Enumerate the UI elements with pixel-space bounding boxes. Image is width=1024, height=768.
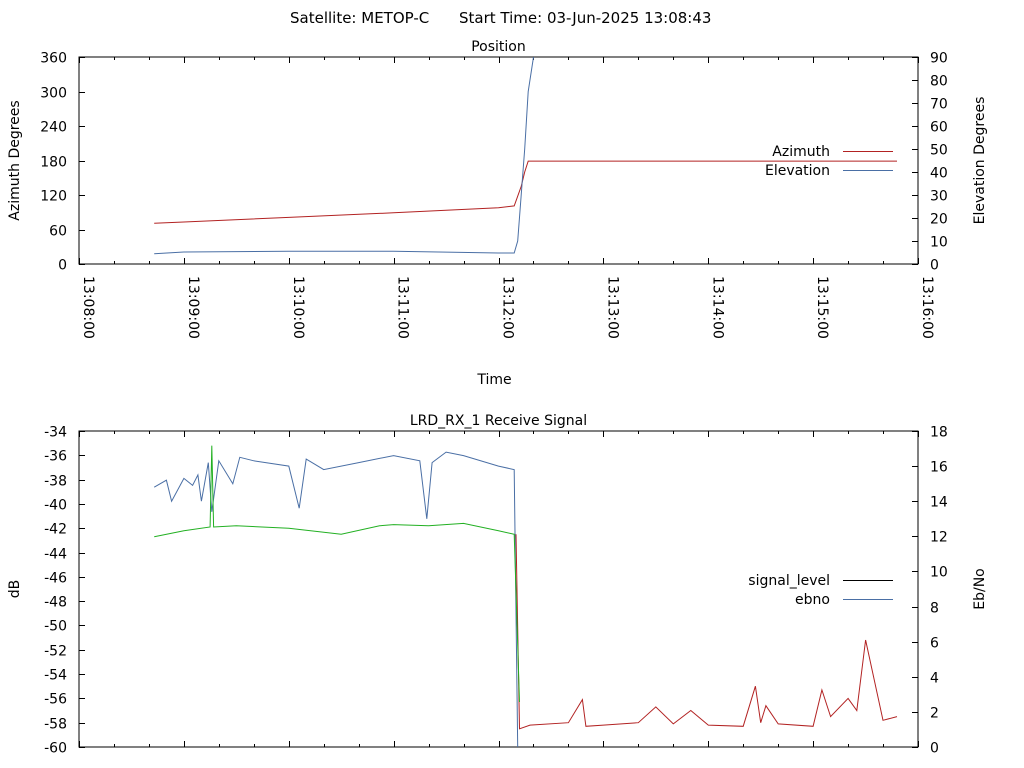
satellite-label: Satellite: METOP-C	[290, 9, 429, 27]
x-tick-label: 13:14:00	[709, 276, 725, 339]
plot-frame	[78, 430, 919, 748]
y-tick-label: 120	[40, 189, 67, 205]
y-tick-label: -36	[44, 449, 67, 465]
y2-tick-label: 60	[930, 120, 948, 136]
x-tick-label: 13:16:00	[919, 276, 935, 339]
x-tick-label: 13:08:00	[80, 276, 96, 339]
legend-label: ebno	[795, 592, 830, 608]
y-axis-label: Azimuth Degrees	[7, 100, 23, 220]
y-tick-label: 60	[49, 224, 67, 240]
legend-label: Azimuth	[772, 144, 830, 160]
y2-tick-label: 10	[930, 565, 948, 581]
y-tick-label: -44	[44, 547, 67, 563]
y-tick-label: -46	[44, 571, 67, 587]
x-tick-label: 13:11:00	[395, 276, 411, 339]
y2-tick-label: 6	[930, 636, 939, 652]
y2-tick-label: 40	[930, 166, 948, 182]
x-tick-label: 13:13:00	[604, 276, 620, 339]
y-tick-label: -60	[44, 741, 67, 757]
y-tick-label: -54	[44, 668, 67, 684]
y-tick-label: -42	[44, 522, 67, 538]
y-tick-label: -38	[44, 474, 67, 490]
y2-tick-label: 16	[930, 460, 948, 476]
y-tick-label: -50	[44, 619, 67, 635]
y-tick-label: -34	[44, 425, 67, 441]
legend-label: Elevation	[765, 163, 830, 179]
series-line-signal-level	[515, 534, 898, 730]
y-axis-label: dB	[7, 580, 23, 599]
y-tick-label: -52	[44, 644, 67, 660]
y2-tick-label: 20	[930, 212, 948, 228]
y2-tick-label: 50	[930, 143, 948, 159]
y2-tick-label: 70	[930, 97, 948, 113]
y2-axis-label: Elevation Degrees	[972, 97, 988, 225]
y-tick-label: 180	[40, 155, 67, 171]
y-tick-label: -40	[44, 498, 67, 514]
y2-tick-label: 18	[930, 425, 948, 441]
y2-tick-label: 12	[930, 530, 948, 546]
x-axis-label: Time	[476, 372, 511, 388]
y-tick-label: -58	[44, 717, 67, 733]
y2-tick-label: 8	[930, 601, 939, 617]
y-tick-label: -56	[44, 692, 67, 708]
start-time-label: Start Time: 03-Jun-2025 13:08:43	[459, 9, 711, 27]
x-tick-label: 13:15:00	[814, 276, 830, 339]
y2-tick-label: 4	[930, 671, 939, 687]
chart-title: Position	[471, 39, 526, 55]
series-line-ebno	[153, 451, 519, 747]
y-tick-label: 300	[40, 86, 67, 102]
y2-tick-label: 0	[930, 258, 939, 274]
x-tick-label: 13:09:00	[185, 276, 201, 339]
plot-frame	[78, 56, 919, 265]
y2-tick-label: 80	[930, 74, 948, 90]
series-line-trace-2	[154, 445, 520, 703]
y2-tick-label: 14	[930, 495, 948, 511]
position-chart: Position 13:08:00 13:09:00 13:10:00 13:11:00…	[7, 39, 988, 388]
y-tick-label: -48	[44, 595, 67, 611]
y2-tick-label: 2	[930, 706, 939, 722]
receive-signal-chart: LRD_RX_1 Receive Signal -60 -58 -56 -54 -52 -5…	[7, 413, 988, 757]
x-tick-label: 13:10:00	[290, 276, 306, 339]
y2-tick-label: 10	[930, 235, 948, 251]
y-tick-label: 360	[40, 51, 67, 67]
y2-tick-label: 0	[930, 741, 939, 757]
series-line-elevation	[154, 57, 534, 255]
x-tick-label: 13:12:00	[500, 276, 516, 339]
y2-tick-label: 30	[930, 189, 948, 205]
y2-tick-label: 90	[930, 51, 948, 67]
series-line-azimuth	[154, 160, 897, 224]
legend-label: signal_level	[748, 573, 830, 589]
y-tick-label: 240	[40, 120, 67, 136]
chart-title: LRD_RX_1 Receive Signal	[410, 413, 587, 429]
y-tick-label: 0	[58, 258, 67, 274]
y2-axis-label: Eb/No	[972, 568, 988, 610]
